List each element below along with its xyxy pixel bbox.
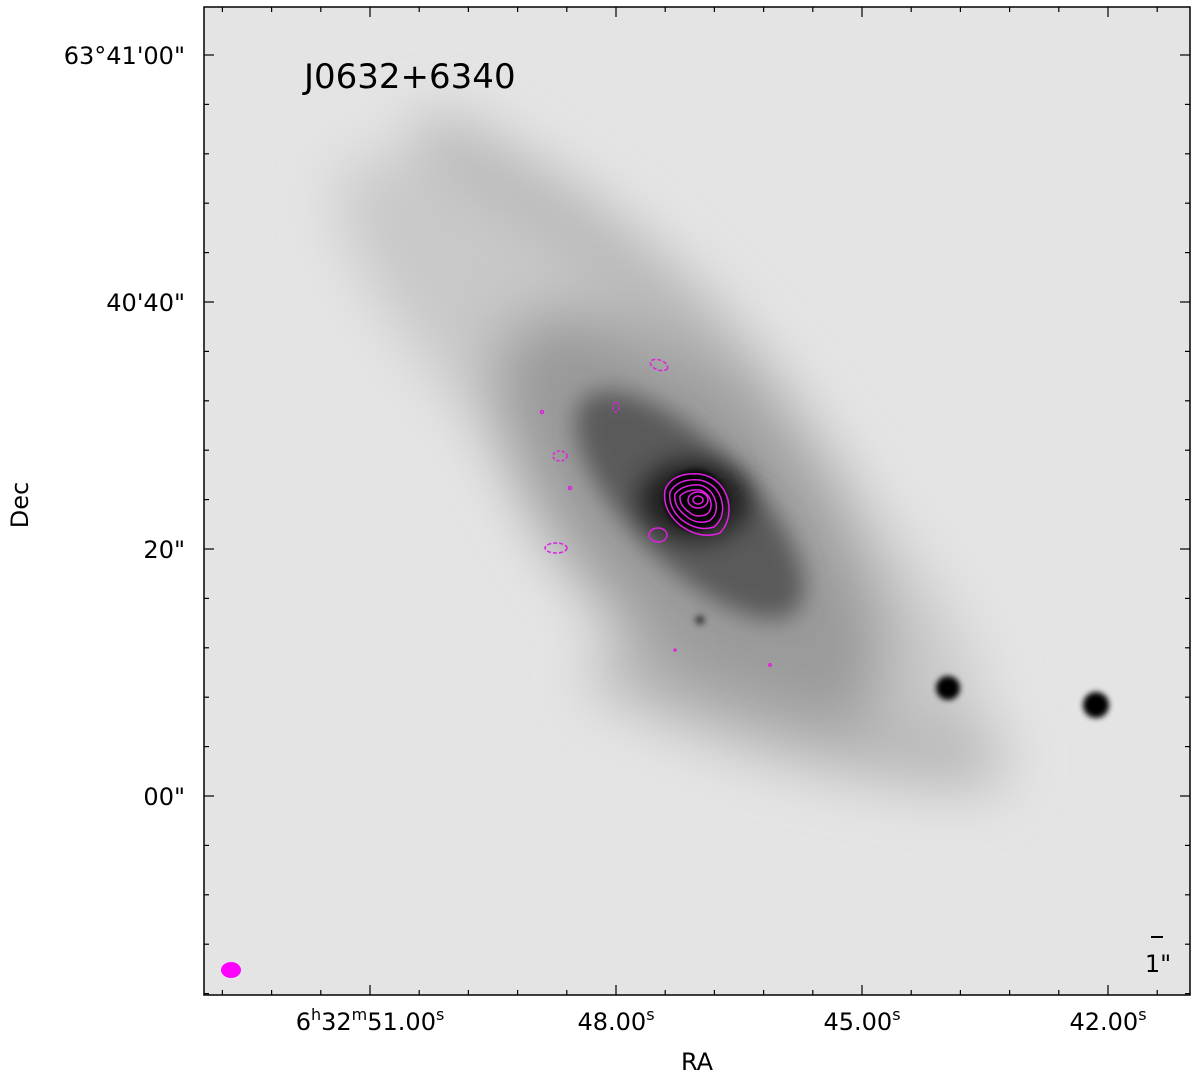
x-tick-label-number: 51.00	[367, 1008, 436, 1036]
x-tick-label-unit: h	[311, 1005, 321, 1024]
ticks: 63°41'00"40'40"20"00"6h32m51.00s 48.00s 45…	[64, 7, 1190, 1036]
y-tick-label: 63°41'00"	[64, 42, 185, 70]
y-tick-label: 00"	[143, 783, 185, 811]
x-tick-label-number: 6	[296, 1008, 311, 1036]
y-tick-label: 40'40"	[106, 289, 185, 317]
x-tick-label: 45.00s	[823, 1005, 900, 1036]
contours	[539, 358, 772, 667]
x-tick-label: 48.00s	[577, 1005, 654, 1036]
x-tick-label-number: 45.00	[823, 1008, 892, 1036]
x-tick-label-unit: s	[646, 1005, 654, 1024]
frame	[203, 6, 1191, 996]
scale-label: 1"	[1145, 950, 1171, 978]
x-tick-label-number: 42.00	[1069, 1008, 1138, 1036]
x-tick-label-unit: s	[436, 1005, 444, 1024]
beam	[221, 962, 241, 978]
x-tick-label-number: 48.00	[577, 1008, 646, 1036]
x-tick-label: 42.00s	[1069, 1005, 1146, 1036]
x-tick-label-unit: m	[352, 1005, 368, 1024]
y-axis-label: Dec	[6, 482, 34, 528]
x-tick-label-number: 32	[321, 1008, 352, 1036]
title: J0632+6340	[302, 57, 516, 97]
x-tick-label-unit: s	[1138, 1005, 1146, 1024]
x-axis-label: RA	[681, 1048, 714, 1076]
y-tick-label: 20"	[143, 536, 185, 564]
image	[204, 7, 1190, 995]
x-tick-label: 6h32m51.00s	[296, 1005, 445, 1036]
x-tick-label-unit: s	[892, 1005, 900, 1024]
